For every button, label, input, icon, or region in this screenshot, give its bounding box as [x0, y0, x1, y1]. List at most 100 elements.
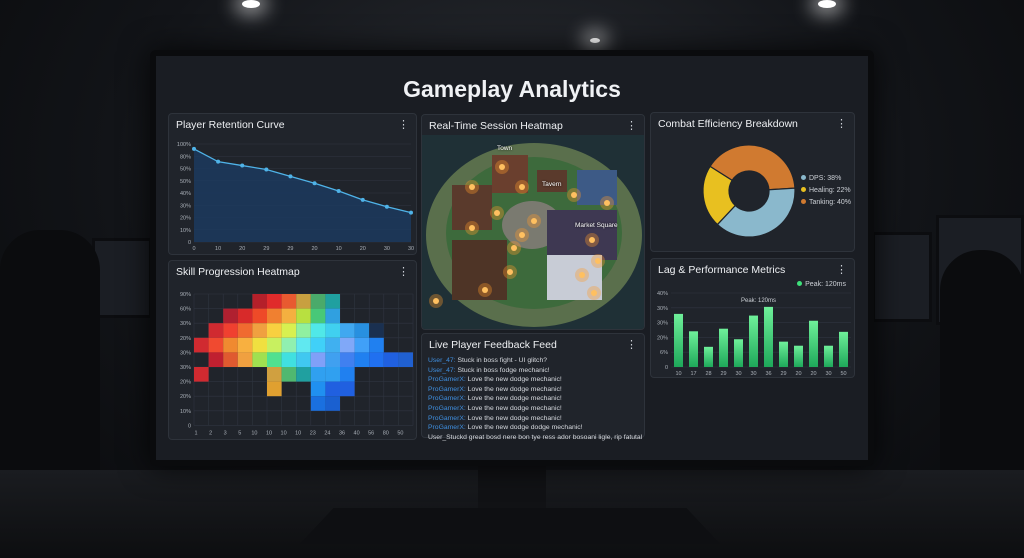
activity-hotspot	[499, 164, 505, 170]
feedback-entry: User_Stuckd great bosd nere bon tye ress…	[428, 433, 642, 443]
heatmap-cell	[310, 396, 326, 411]
x-tick-label: 30	[384, 246, 390, 252]
heatmap-cell	[208, 352, 224, 367]
x-tick-label: 29	[287, 246, 293, 252]
x-tick-label: 20	[810, 371, 816, 377]
x-tick-label: 30	[750, 371, 756, 377]
feedback-entry: User_47: Stuck in boss fodge mechanic!	[428, 366, 642, 376]
heatmap-cell	[281, 367, 297, 382]
x-tick-label: 50	[840, 371, 846, 377]
session-map[interactable]	[422, 115, 645, 330]
feedback-message: Love the new dodge mechanic!	[467, 395, 562, 403]
x-tick-label: 30	[735, 371, 741, 377]
heatmap-cell	[223, 308, 238, 324]
data-point	[384, 204, 389, 209]
heatmap-cell	[325, 367, 340, 382]
feedback-user[interactable]: ProGamerX:	[428, 424, 468, 432]
heatmap-cell	[194, 337, 209, 353]
heatmap-cell	[354, 352, 370, 367]
x-tick-label: 10	[675, 371, 681, 377]
legend-item: Tanking: 40%	[801, 197, 851, 209]
feedback-entry: ProGamerX: Love the new dodge mechanic!	[428, 404, 642, 414]
feedback-user[interactable]: ProGamerX:	[428, 404, 468, 412]
heatmap-cell	[369, 352, 384, 367]
heatmap-cell	[252, 352, 267, 367]
feedback-entry: ProGamerX: Love the new dodge mechanic!	[428, 394, 642, 404]
x-tick-label: 10	[336, 246, 342, 252]
kebab-icon[interactable]: ⋮	[398, 266, 409, 278]
x-tick-label: 36	[339, 430, 345, 436]
bar	[734, 339, 743, 367]
y-tick-label: 10%	[180, 409, 191, 415]
heatmap-cell	[281, 352, 297, 367]
legend-label: Tanking: 40%	[809, 199, 852, 206]
panel-title: Combat Efficiency Breakdown	[658, 118, 798, 130]
feedback-user[interactable]: ProGamerX:	[428, 385, 468, 393]
heatmap-cell	[310, 367, 326, 382]
activity-hotspot	[531, 218, 537, 224]
feedback-user[interactable]: ProGamerX:	[428, 414, 468, 422]
building	[452, 240, 507, 300]
x-tick-label: 36	[765, 371, 771, 377]
heatmap-cell	[310, 352, 326, 367]
kebab-icon[interactable]: ⋮	[398, 119, 409, 131]
data-point	[240, 163, 245, 168]
bar	[764, 306, 773, 367]
heatmap-cell	[296, 294, 311, 309]
feedback-user[interactable]: ProGamerX:	[428, 395, 468, 403]
kebab-icon[interactable]: ⋮	[626, 339, 637, 351]
building	[577, 170, 617, 205]
feedback-message: Love the new dodge mechanic!	[467, 404, 562, 412]
heatmap-cell	[252, 323, 267, 338]
bar	[689, 331, 698, 367]
bar	[809, 320, 818, 367]
x-tick-label: 3	[224, 430, 227, 436]
legend-label: DPS: 38%	[809, 175, 842, 182]
feedback-user[interactable]: ProGamerX:	[428, 376, 468, 384]
bar	[674, 313, 683, 367]
y-tick-label: 100%	[177, 142, 191, 148]
x-tick-label: 10	[266, 430, 272, 436]
x-tick-label: 10	[295, 430, 301, 436]
heatmap-cell	[296, 367, 311, 382]
data-point	[312, 181, 317, 186]
legend-dot	[801, 175, 806, 180]
background-chair	[0, 230, 100, 480]
heatmap-cell	[252, 337, 267, 353]
heatmap-cell	[281, 308, 297, 324]
heatmap-cell	[354, 337, 370, 353]
heatmap-cell	[281, 294, 297, 309]
y-tick-label: 20%	[180, 336, 191, 342]
peak-annotation: Peak: 120ms	[741, 298, 776, 304]
kebab-icon[interactable]: ⋮	[836, 118, 847, 130]
activity-hotspot	[591, 290, 597, 296]
data-point	[288, 174, 293, 179]
feedback-message: User_Stuckd great bosd nere bon tye ress…	[428, 433, 643, 441]
y-tick-label: 20%	[180, 216, 191, 222]
y-tick-label: 50%	[180, 179, 191, 185]
heatmap-cell	[310, 337, 326, 353]
x-tick-label: 30	[408, 246, 414, 252]
donut-slice-tanking	[709, 144, 796, 191]
feedback-entry: User_47: Stuck in boss fight - UI glitch…	[428, 356, 642, 366]
x-tick-label: 10	[251, 430, 257, 436]
activity-hotspot	[604, 200, 610, 206]
lag-bar-chart: 40% 30% 30% 20% 6% 0 10 17 28 29 30 30 36 29 20 20 30 50 P…	[657, 291, 851, 377]
kebab-icon[interactable]: ⋮	[626, 120, 637, 132]
feedback-list: User_47: Stuck in boss fight - UI glitch…	[428, 356, 642, 442]
panel-title: Skill Progression Heatmap	[176, 266, 300, 278]
y-tick-label: 60%	[180, 307, 191, 313]
activity-hotspot	[469, 225, 475, 231]
retention-chart: 100% 80% 50% 50% 40% 30% 20% 10% 00 10 20 29 29 20 10 2…	[177, 142, 414, 252]
retention-panel: Player Retention Curve ⋮ 100% 80% 50% 50% 40…	[168, 113, 417, 255]
feedback-message: Love the new dodge mechanic!	[467, 376, 562, 384]
ceiling-light	[590, 38, 600, 43]
feedback-user[interactable]: User_47:	[428, 366, 458, 374]
heatmap-cell	[310, 294, 326, 309]
y-tick-label: 30%	[180, 321, 191, 327]
x-tick-label: 5	[238, 430, 241, 436]
feedback-user[interactable]: User_47:	[428, 357, 458, 364]
x-tick-label: 80	[383, 430, 389, 436]
kebab-icon[interactable]: ⋮	[836, 264, 847, 276]
ceiling-light	[818, 0, 836, 8]
